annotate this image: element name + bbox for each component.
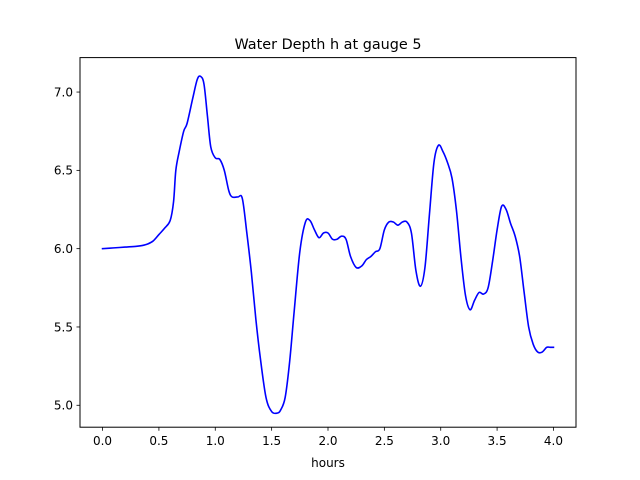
y-axis: 5.0 5.5 6.0 6.5 7.0 [54,85,80,413]
y-tick-label: 6.0 [54,242,73,256]
axes-frame [79,57,577,428]
x-tick-label: 3.5 [488,434,507,448]
chart-title: Water Depth h at gauge 5 [234,37,421,53]
x-tick-label: 0.5 [149,434,168,448]
y-tick-label: 5.5 [54,320,73,334]
x-axis: 0.0 0.5 1.0 1.5 2.0 2.5 3.0 3.5 4.0 [93,427,563,448]
x-tick-label: 3.0 [431,434,450,448]
x-tick-label: 1.0 [206,434,225,448]
y-tick-label: 7.0 [54,85,73,99]
x-tick-label: 2.0 [318,434,337,448]
x-axis-label: hours [311,456,345,470]
y-tick-label: 5.0 [54,399,73,413]
series-line-0 [101,75,555,415]
x-tick-label: 2.5 [375,434,394,448]
x-tick-label: 1.5 [262,434,281,448]
x-tick-label: 4.0 [544,434,563,448]
plot-area [101,75,555,415]
x-tick-label: 0.0 [93,434,112,448]
y-tick-label: 6.5 [54,164,73,178]
